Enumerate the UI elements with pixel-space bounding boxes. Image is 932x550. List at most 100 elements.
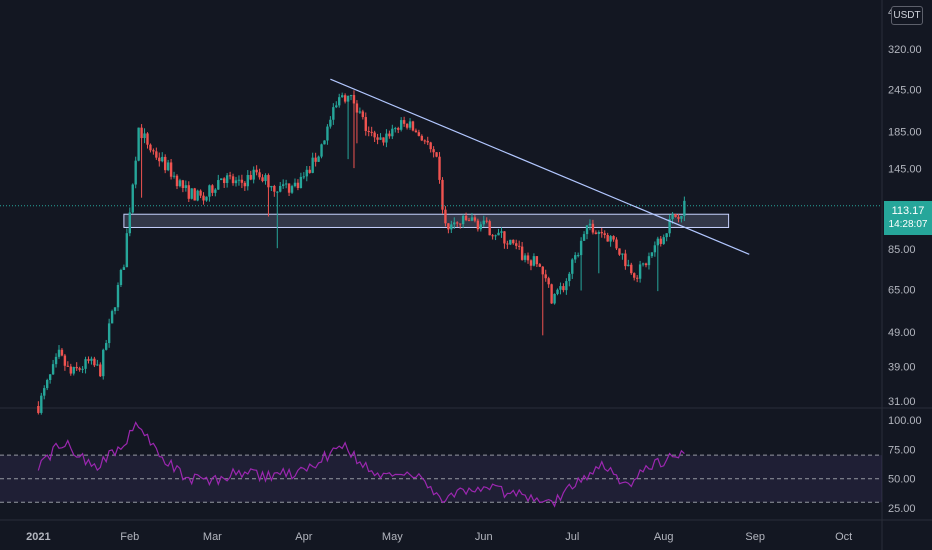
candle-body [674, 214, 677, 218]
candle-body [293, 182, 297, 187]
candle-body [568, 273, 571, 282]
candle-body [559, 286, 562, 290]
rsi-pane [0, 421, 882, 508]
candle-body [273, 185, 276, 192]
candle-body [453, 222, 456, 225]
candle-body [594, 232, 598, 234]
last-price-tag: 113.17 14:28:07 [884, 201, 932, 235]
candle-body [299, 176, 303, 188]
candle-body [163, 156, 167, 171]
candle-body [630, 264, 633, 274]
candle-body [633, 273, 636, 278]
candle-body [287, 183, 291, 193]
candle-body [458, 223, 462, 225]
candle-body [199, 190, 202, 196]
candle-body [491, 235, 494, 237]
candle-body [520, 246, 524, 260]
candle-body [205, 196, 208, 201]
rsi-tick-label: 25.00 [888, 503, 916, 515]
candle-body [66, 365, 70, 367]
candle-body [574, 255, 577, 260]
candle-body [264, 175, 267, 182]
candle-body [158, 157, 161, 162]
candle-body [582, 234, 586, 241]
candle-body [683, 200, 686, 216]
candle-body [597, 232, 601, 234]
candle-body [243, 182, 247, 187]
candle-body [662, 237, 665, 244]
price-tick-label: 145.00 [888, 163, 922, 175]
candle-body [190, 188, 193, 199]
candle-body [399, 120, 403, 130]
candle-body [585, 225, 589, 235]
candle-body [193, 188, 196, 201]
candle-body [60, 349, 64, 356]
time-tick-label: Jul [565, 531, 579, 543]
candle-body [161, 156, 164, 162]
candle-body [305, 169, 308, 177]
candle-body [104, 343, 108, 350]
time-tick-label: Sep [745, 531, 765, 543]
candle-body [231, 176, 235, 184]
time-tick-label: Mar [203, 531, 222, 543]
rsi-tick-label: 50.00 [888, 474, 916, 486]
candle-body [125, 233, 129, 268]
candle-body [606, 234, 609, 242]
candle-body [405, 123, 409, 128]
candle-body [494, 235, 497, 237]
candle-body [444, 209, 447, 224]
candle-body [361, 111, 365, 118]
candle-body [196, 190, 199, 201]
candle-body [456, 222, 459, 224]
drawings [0, 78, 882, 255]
candle-body [373, 132, 376, 138]
candle-body [447, 223, 450, 230]
candle-body [54, 356, 58, 365]
candle-body [99, 364, 102, 377]
candle-body [355, 103, 359, 113]
support-zone [123, 213, 730, 228]
last-price-value: 113.17 [891, 205, 925, 217]
time-tick-label: Apr [295, 531, 312, 543]
candle-body [276, 191, 279, 193]
candle-body [618, 248, 621, 255]
candle-body [45, 380, 49, 389]
candle-body [423, 140, 426, 142]
price-tick-label: 245.00 [888, 84, 922, 96]
price-tick-label: 49.00 [888, 327, 916, 339]
candle-body [388, 133, 391, 137]
candle-body [408, 121, 412, 128]
candle-body [367, 131, 370, 133]
candle-body [523, 255, 527, 260]
candle-body [600, 232, 603, 234]
candle-body [146, 133, 149, 145]
candle-body [402, 120, 406, 124]
currency-label[interactable]: USDT [891, 6, 923, 25]
candle-body [217, 180, 220, 190]
candle-body [172, 175, 176, 177]
candle-body [565, 281, 568, 291]
candle-body [131, 184, 134, 213]
candle-body [149, 144, 152, 151]
candle-body [485, 220, 488, 222]
candle-body [320, 144, 323, 157]
candle-body [512, 239, 515, 244]
candle-body [352, 95, 356, 104]
candle-body [69, 366, 72, 374]
candle-body [335, 105, 338, 108]
candle-body [379, 137, 382, 140]
candle-body [113, 307, 117, 312]
candle-body [134, 160, 137, 185]
candle-body [650, 252, 654, 257]
candle-body [267, 175, 270, 188]
candle-body [497, 232, 500, 236]
candle-body [571, 259, 574, 274]
candle-body [84, 359, 87, 369]
time-tick-label: Aug [654, 531, 674, 543]
candle-body [417, 132, 421, 136]
candle-body [63, 355, 67, 366]
candle-body [119, 269, 123, 286]
candle-body [656, 238, 660, 246]
